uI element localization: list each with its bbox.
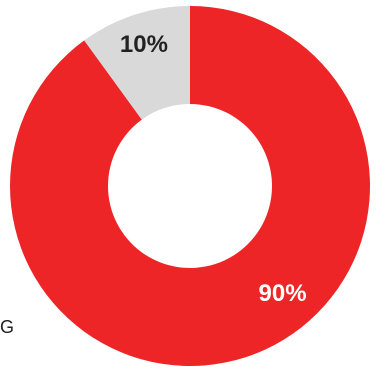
slice-label-0: 90% xyxy=(259,280,307,307)
donut-labels: 90% 10% xyxy=(120,31,307,307)
stray-text: G xyxy=(0,317,15,337)
donut-slice-1 xyxy=(84,6,190,120)
donut-slice-0 xyxy=(9,6,371,366)
slice-label-1: 10% xyxy=(120,31,168,58)
donut-slices xyxy=(9,6,371,366)
